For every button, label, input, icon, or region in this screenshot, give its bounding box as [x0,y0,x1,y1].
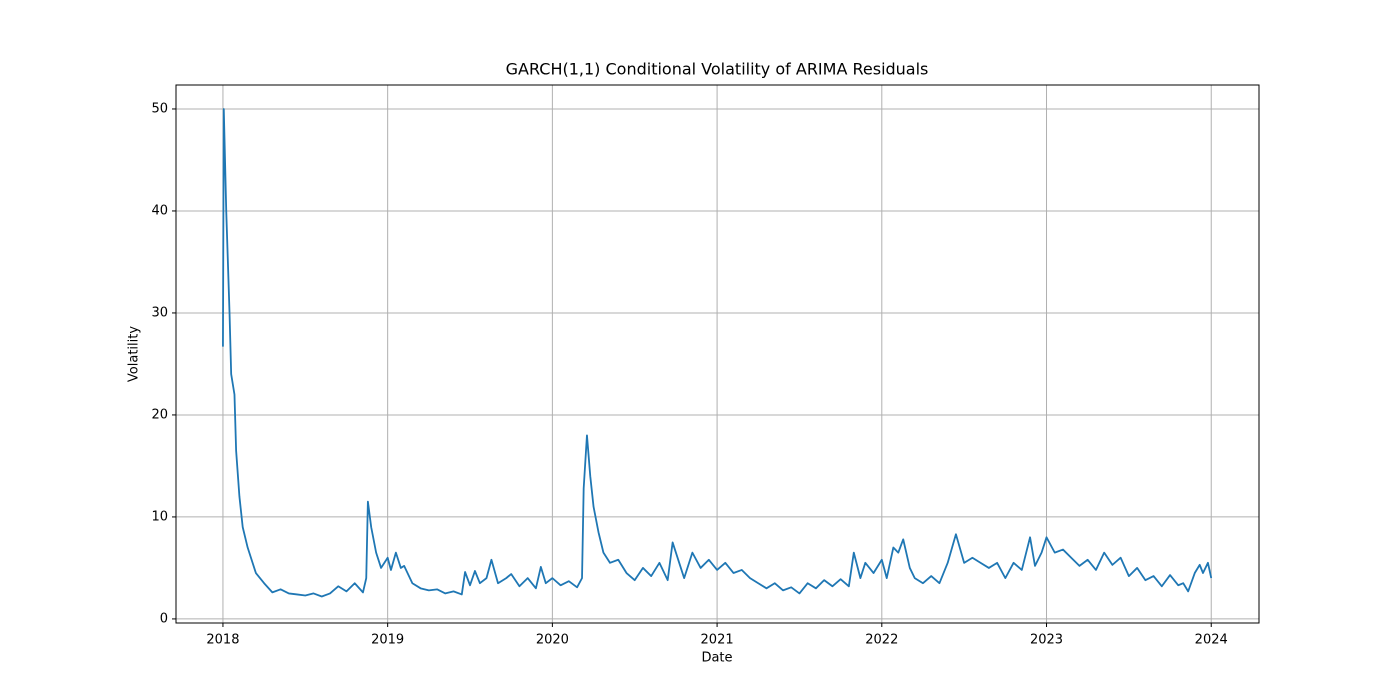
y-tick-label: 40 [151,203,168,218]
y-tick-label: 20 [151,407,168,422]
x-axis-label: Date [701,651,732,666]
y-tick-label: 50 [151,101,168,116]
x-tick-label: 2023 [1030,633,1063,648]
volatility-line [222,108,1213,598]
x-tick-label: 2019 [371,633,404,648]
y-tick-label: 0 [160,611,168,626]
chart-title: GARCH(1,1) Conditional Volatility of ARI… [506,60,929,79]
x-tick-label: 2020 [536,633,569,648]
x-tick-label: 2022 [865,633,898,648]
plot-frame [175,84,1260,624]
y-axis-label: Volatility [127,326,142,382]
x-tick-label: 2018 [206,633,239,648]
x-tick-label: 2024 [1195,633,1228,648]
x-tick-label: 2021 [701,633,734,648]
y-tick-label: 30 [151,305,168,320]
y-tick-label: 10 [151,509,168,524]
